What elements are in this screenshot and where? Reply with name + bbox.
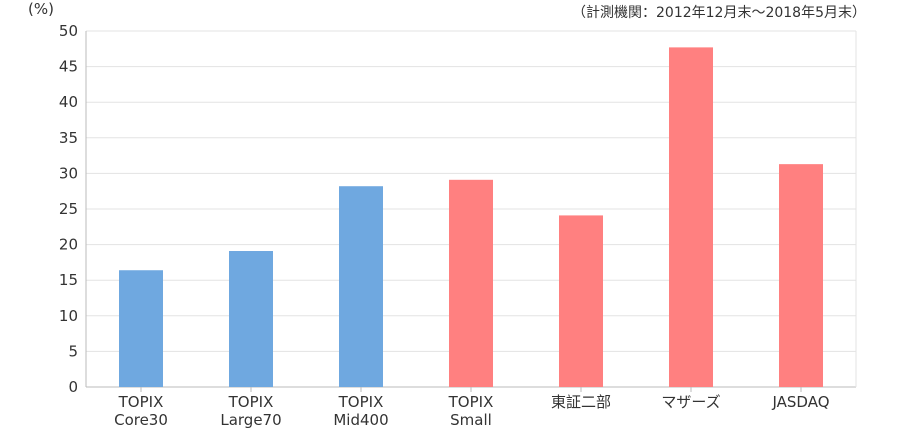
y-tick-label: 35	[59, 129, 78, 147]
y-tick-label: 15	[59, 271, 78, 289]
y-tick-label: 0	[68, 378, 78, 396]
bar-6	[669, 47, 713, 387]
x-category-label: Small	[450, 411, 492, 429]
x-category-label: JASDAQ	[771, 393, 829, 411]
bar-5	[559, 215, 603, 387]
y-tick-label: 10	[59, 307, 78, 325]
x-category-label: 東証二部	[551, 393, 611, 411]
y-tick-label: 5	[68, 342, 78, 360]
y-tick-label: 30	[59, 164, 78, 182]
bar-1	[119, 270, 163, 387]
x-category-label: TOPIX	[228, 393, 274, 411]
y-tick-label: 25	[59, 200, 78, 218]
bar-2	[229, 251, 273, 387]
x-category-label: TOPIX	[448, 393, 494, 411]
x-category-label: マザーズ	[661, 393, 720, 411]
x-category-label: TOPIX	[118, 393, 164, 411]
y-tick-label: 45	[59, 58, 78, 76]
x-category-label: Core30	[114, 411, 168, 429]
x-category-label: Mid400	[333, 411, 388, 429]
x-category-label: TOPIX	[338, 393, 384, 411]
y-tick-label: 50	[59, 22, 78, 40]
x-category-label: Large70	[220, 411, 281, 429]
y-axis-label: (%)	[28, 0, 54, 18]
measurement-period-note: （計測機関：2012年12月末～2018年5月末）	[572, 5, 866, 21]
y-tick-label: 20	[59, 236, 78, 254]
bar-7	[779, 164, 823, 387]
bar-3	[339, 186, 383, 387]
bar-4	[449, 179, 493, 387]
y-tick-label: 40	[59, 93, 78, 111]
